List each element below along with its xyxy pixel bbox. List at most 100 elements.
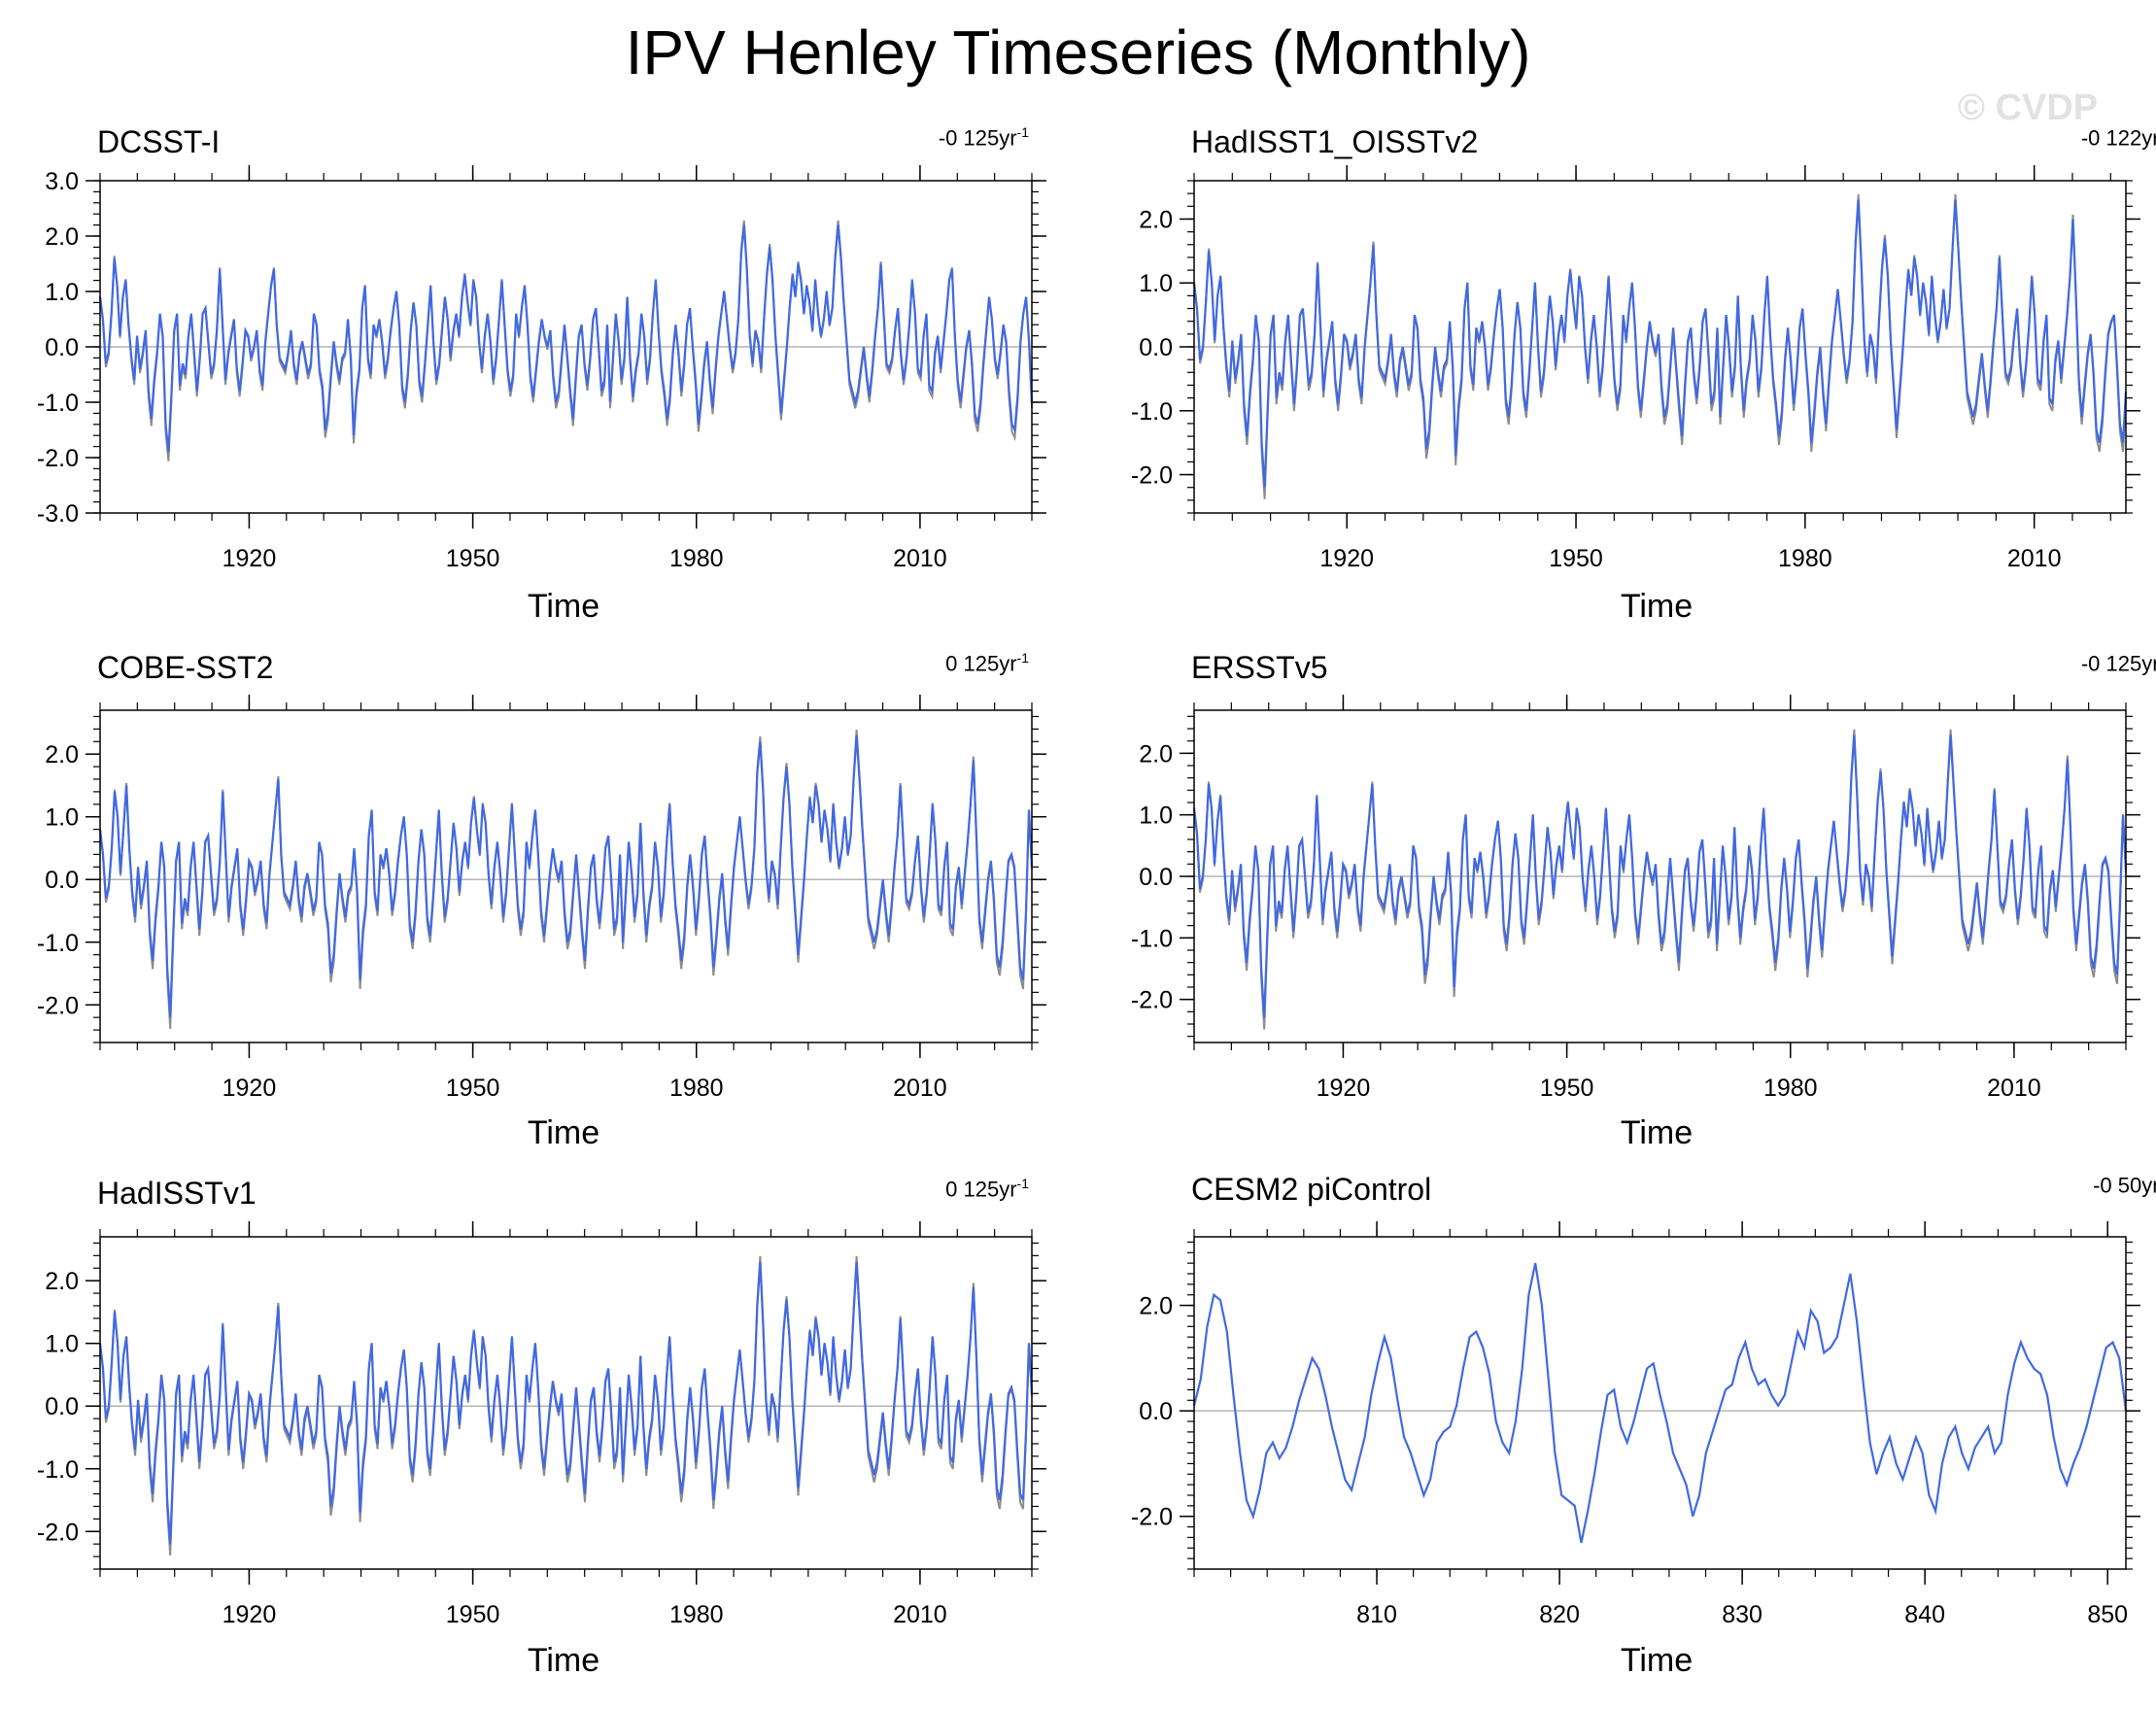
cvdp-watermark: © CVDP [1958, 87, 2099, 128]
plot-frame [1193, 180, 2127, 514]
series-line [1192, 199, 2128, 488]
y-tick-label: 2.0 [1139, 740, 1173, 768]
x-axis-title: Time [1620, 1642, 1694, 1679]
panel-ersstv5: ERSSTv5 -0 125yr-1 [1094, 526, 2156, 1087]
chart-panel-4: 2.0 1.0 0.0 -1.0 -2.0 1920 1950 1980 2010 [37, 1221, 1046, 1628]
figure-title: IPV Henley Timeseries (Monthly) [625, 17, 1531, 87]
y-tick-label: 0.0 [1139, 1398, 1173, 1425]
y-tick-label: 3.0 [45, 168, 79, 195]
y-tick-label: 2.0 [1139, 206, 1173, 233]
panel-title: HadISST1_OISSTv2 [1191, 124, 1479, 159]
y-tick-label: -1.0 [37, 1456, 79, 1484]
y-tick-label: 1.0 [45, 1331, 79, 1358]
y-tick-label: 0.0 [45, 1393, 79, 1420]
y-tick-label: -2.0 [37, 992, 79, 1019]
chart-panel-1: 2.0 1.0 0.0 -1.0 -2.0 1920 1950 1980 2010 [1131, 165, 2140, 572]
y-tick-label: 2.0 [45, 223, 79, 251]
y-tick-label: 0.0 [45, 334, 79, 361]
x-tick-label: 1950 [446, 1601, 500, 1628]
y-tick-label: -1.0 [1131, 925, 1173, 952]
y-tick-label: -2.0 [1131, 462, 1173, 490]
x-axis-title: Time [527, 1642, 600, 1679]
x-tick-label: 850 [2087, 1601, 2128, 1628]
y-tick-label: -1.0 [37, 390, 79, 417]
trend-label: -0 122yr-1 [2080, 125, 2156, 151]
y-tick-label: -2.0 [1131, 1504, 1173, 1531]
trend-label: -0 125yr-1 [2080, 651, 2156, 676]
y-tick-label: 0.0 [1139, 864, 1173, 891]
x-tick-label: 2010 [893, 545, 947, 572]
y-tick-label: 1.0 [45, 279, 79, 306]
x-tick-label: 1980 [1763, 1075, 1818, 1102]
plot-frame [1193, 709, 2127, 1043]
x-axis-title: Time [527, 588, 600, 625]
y-tick-label: 1.0 [1139, 270, 1173, 297]
x-tick-label: 2010 [893, 1075, 947, 1102]
panel-title: COBE-SST2 [97, 650, 274, 685]
x-axis-title: Time [527, 1114, 600, 1151]
x-tick-label: 830 [1722, 1601, 1762, 1628]
panel-title: ERSSTv5 [1191, 650, 1328, 685]
x-tick-label: 810 [1356, 1601, 1397, 1628]
trend-label: -0 125yr-1 [938, 124, 1029, 151]
x-tick-label: 1920 [222, 545, 277, 572]
plot-frame [99, 709, 1033, 1043]
panel-title: DCSST-I [97, 124, 221, 159]
trend-label: 0 125yr-1 [945, 650, 1029, 676]
x-tick-label: 1950 [446, 545, 500, 572]
panel-hadisst1-oisstv2: HadISST1_OISSTv2 -0 122yr-1 [1094, 0, 2156, 562]
x-tick-label: 1980 [669, 1075, 724, 1102]
x-tick-label: 820 [1539, 1601, 1580, 1628]
series-line [1192, 735, 2128, 1018]
trend-label: -0 50yr-1 [2093, 1173, 2156, 1198]
panel-dcsst-i: DCSST-I -0 125yr-1 [0, 0, 1078, 562]
y-tick-label: 2.0 [1139, 1293, 1173, 1320]
y-tick-label: 0.0 [45, 867, 79, 894]
x-tick-label: 2010 [893, 1601, 947, 1628]
y-tick-label: -1.0 [1131, 398, 1173, 426]
panel-title: CESM2 piControl [1191, 1172, 1432, 1207]
x-tick-label: 2010 [2007, 545, 2062, 572]
y-tick-label: 1.0 [45, 804, 79, 832]
plot-frame [1193, 1236, 2127, 1570]
x-axis-title: Time [1620, 588, 1694, 625]
y-tick-label: -1.0 [37, 930, 79, 957]
series-line [98, 1261, 1034, 1545]
chart-panel-0: 3.0 2.0 1.0 0.0 -1.0 -2.0 -3.0 1920 1950 1980 2010 [37, 165, 1046, 572]
panel-hadisstv1: HadISSTv1 0 125yr-1 [0, 1051, 1078, 1613]
chart-panel-5: 2.0 0.0 -2.0 810 820 830 840 850 [1131, 1221, 2140, 1628]
x-tick-label: 1950 [446, 1075, 500, 1102]
series-line [98, 735, 1034, 1018]
x-tick-label: 1980 [669, 1601, 724, 1628]
y-tick-label: -2.0 [37, 1519, 79, 1546]
x-axis-title: Time [1620, 1114, 1694, 1151]
y-tick-label: -2.0 [37, 445, 79, 472]
y-tick-label: -2.0 [1131, 987, 1173, 1014]
y-tick-label: 0.0 [1139, 334, 1173, 361]
panel-cesm2-picontrol: CESM2 piControl -0 50yr-1 [1094, 1047, 2156, 1609]
chart-panel-3: 2.0 1.0 0.0 -1.0 -2.0 1920 1950 1980 2010 [1131, 695, 2140, 1102]
y-tick-label: 2.0 [45, 741, 79, 769]
x-tick-label: 1980 [1778, 545, 1832, 572]
x-tick-label: 2010 [1987, 1075, 2041, 1102]
plot-frame [99, 1236, 1033, 1570]
x-tick-label: 840 [1904, 1601, 1945, 1628]
series-line [1192, 1262, 2128, 1544]
y-tick-label: 2.0 [45, 1268, 79, 1295]
chart-panel-2: 2.0 1.0 0.0 -1.0 -2.0 1920 1950 1980 2010 [37, 695, 1046, 1102]
panel-cobe-sst2: COBE-SST2 0 125yr-1 [0, 526, 1078, 1087]
trend-label: 0 125yr-1 [945, 1176, 1029, 1202]
x-tick-label: 1950 [1549, 545, 1603, 572]
y-tick-label: 1.0 [1139, 803, 1173, 830]
panel-title: HadISSTv1 [97, 1176, 257, 1211]
x-tick-label: 1920 [222, 1601, 277, 1628]
series-line [98, 224, 1034, 453]
plot-frame [99, 180, 1033, 514]
x-tick-label: 1920 [1319, 545, 1374, 572]
x-tick-label: 1980 [669, 545, 724, 572]
y-tick-label: -3.0 [37, 500, 79, 528]
x-tick-label: 1920 [222, 1075, 277, 1102]
x-tick-label: 1950 [1540, 1075, 1594, 1102]
x-tick-label: 1920 [1317, 1075, 1371, 1102]
